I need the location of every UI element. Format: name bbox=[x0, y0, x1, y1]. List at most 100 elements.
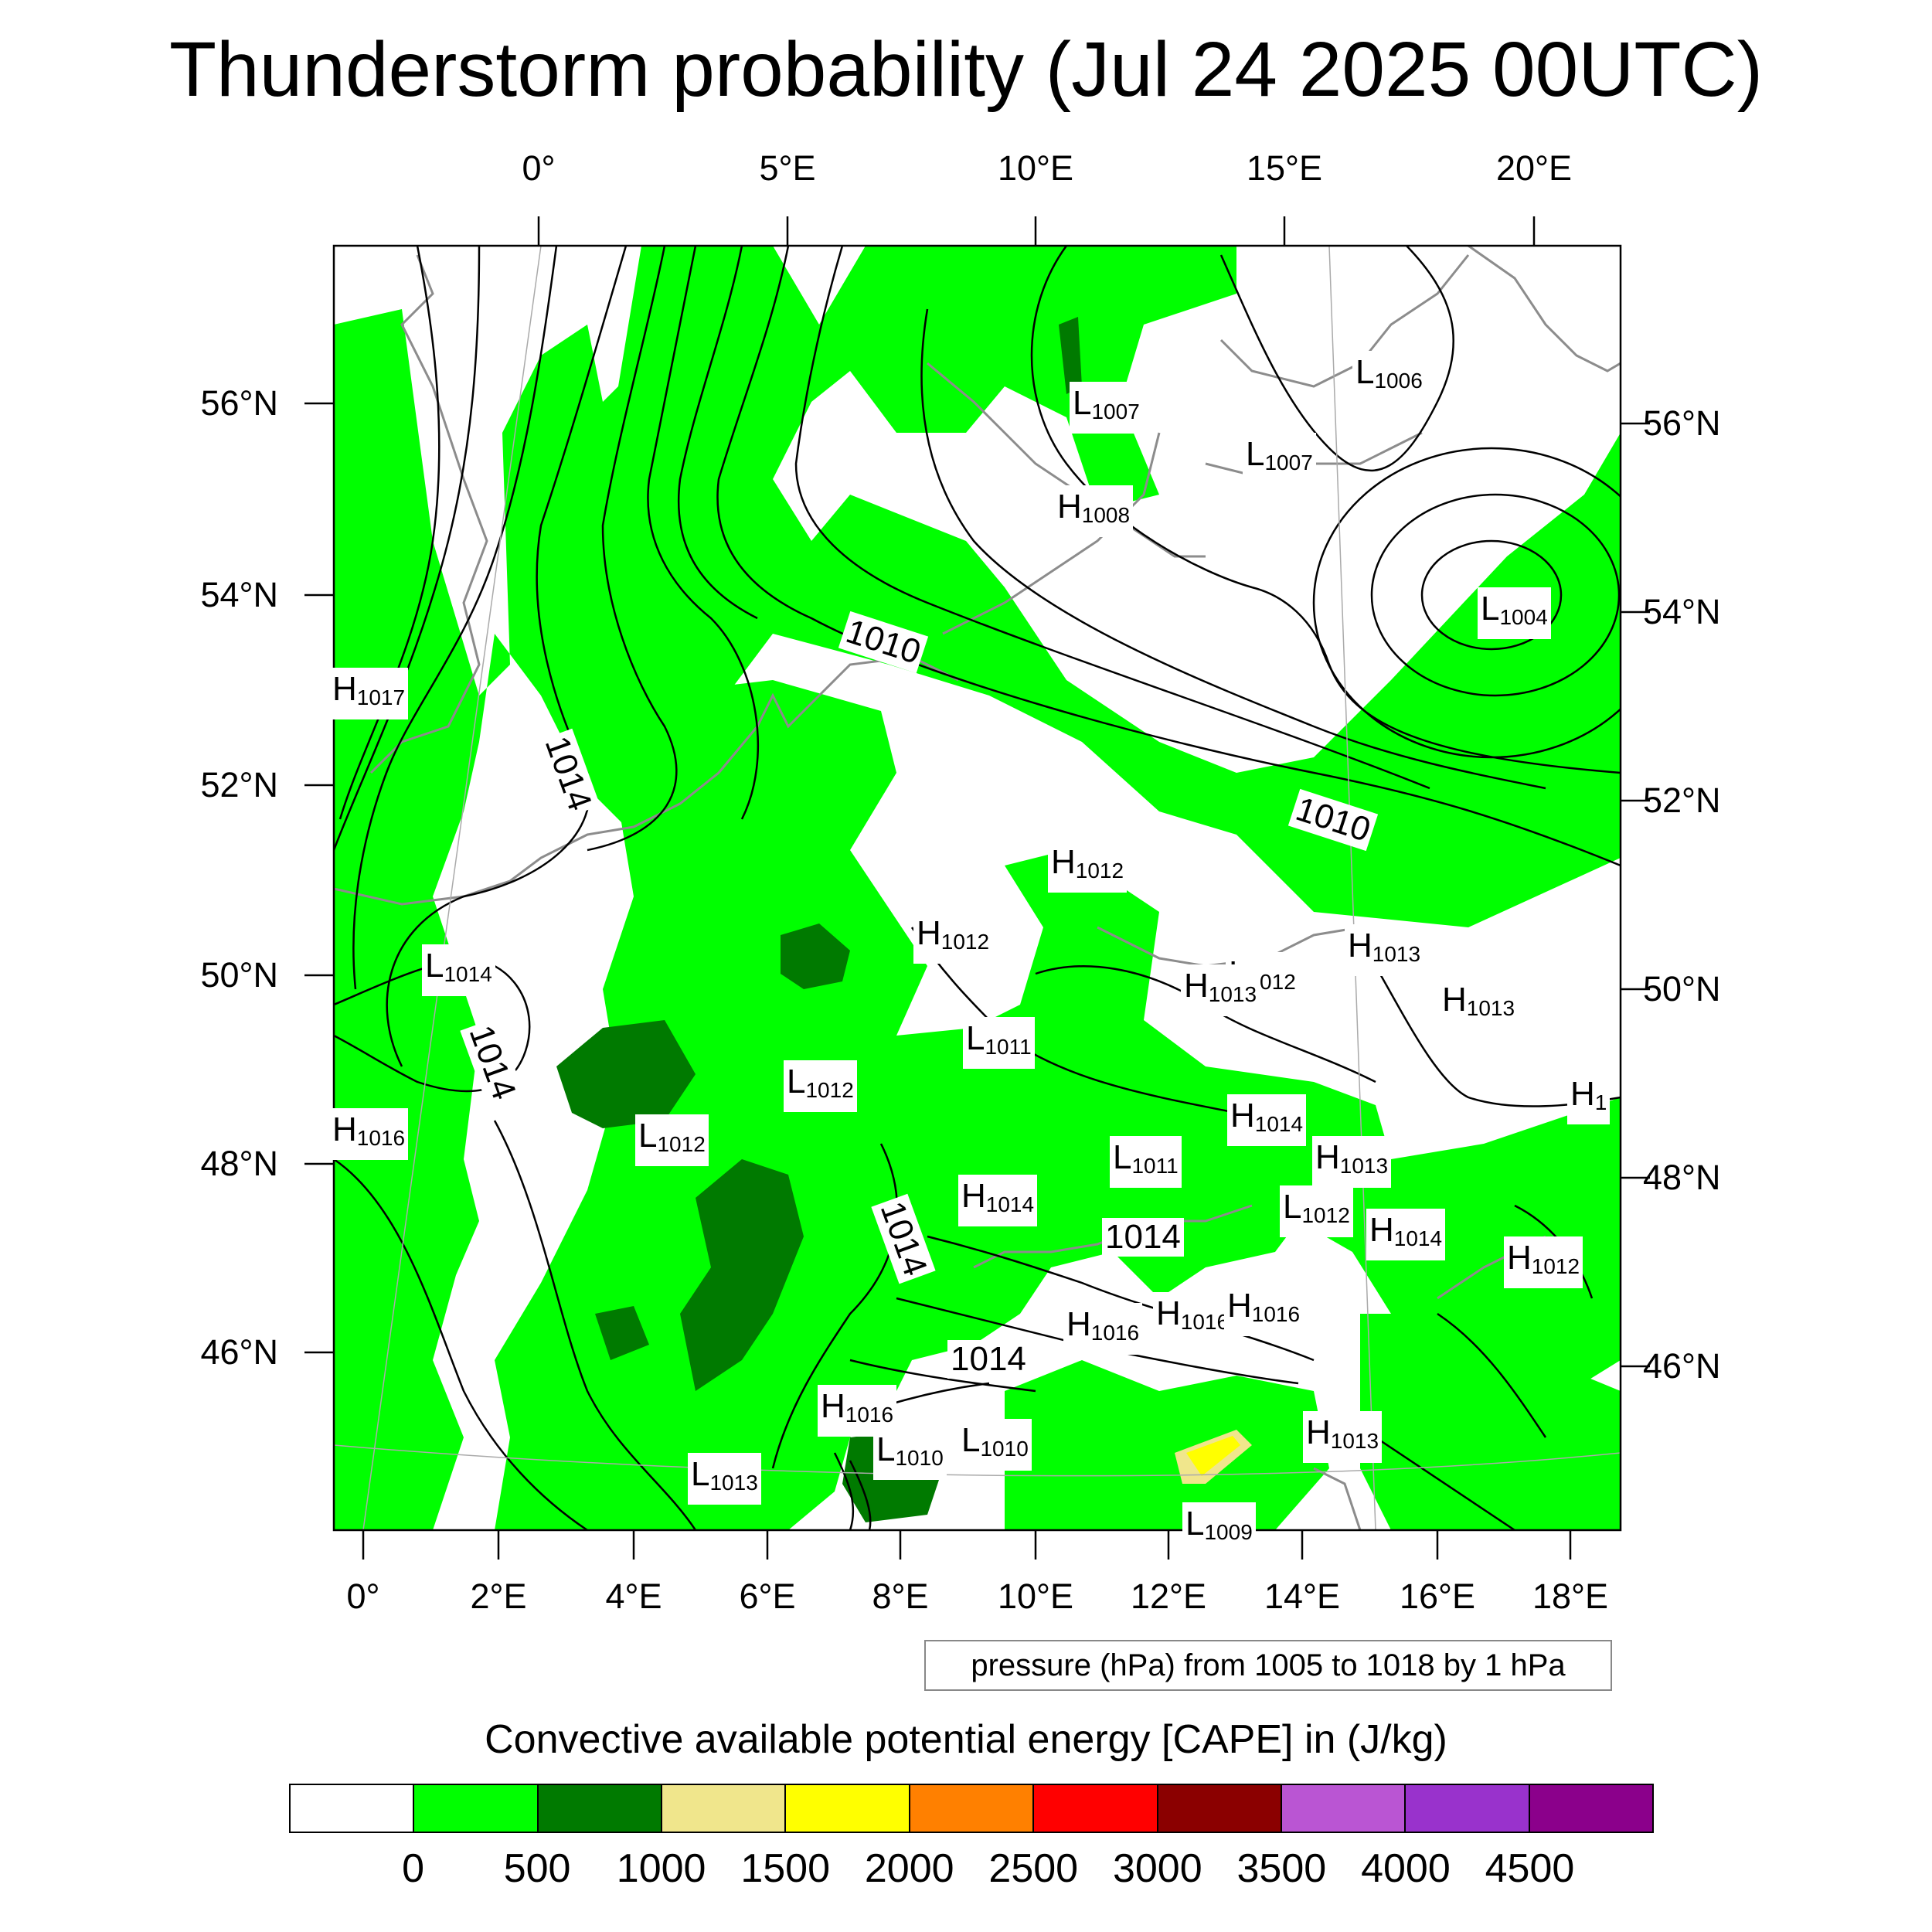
pressure-center-label: H1016 bbox=[1224, 1284, 1304, 1336]
graticule bbox=[334, 246, 1621, 1530]
bottom-lon-label: 10°E bbox=[997, 1577, 1074, 1616]
colorbar-segment bbox=[786, 1785, 910, 1832]
left-lat-label: 50°N bbox=[200, 955, 278, 995]
left-lat-label: 46°N bbox=[200, 1332, 278, 1372]
pressure-center-label: L1010 bbox=[958, 1419, 1032, 1471]
cape-500-1000-region bbox=[1059, 317, 1082, 394]
cape-500-1000-region bbox=[595, 1306, 649, 1360]
left-lat-label: 52°N bbox=[200, 765, 278, 804]
pressure-center-label: H1013 bbox=[1303, 1411, 1383, 1463]
cape-500-1000-region bbox=[680, 1159, 804, 1391]
bottom-lon-label: 6°E bbox=[739, 1577, 796, 1616]
cape-500-1000-region bbox=[556, 1020, 696, 1128]
bottom-lon-label: 16°E bbox=[1399, 1577, 1476, 1616]
isobar-label: 1014 bbox=[947, 1340, 1029, 1379]
pressure-center-label: L1011 bbox=[1110, 1136, 1182, 1188]
pressure-center-label: H1014 bbox=[958, 1175, 1038, 1226]
top-lon-label: 5°E bbox=[759, 148, 816, 188]
colorbar bbox=[289, 1784, 1654, 1833]
right-lat-label: 56°N bbox=[1643, 403, 1721, 443]
pressure-center-label: H1013 bbox=[1181, 964, 1260, 1016]
left-lat-label: 56°N bbox=[200, 383, 278, 423]
pressure-center-label: L1004 bbox=[1478, 587, 1551, 639]
colorbar-tick-label: 0 bbox=[402, 1846, 424, 1891]
bottom-lon-label: 2°E bbox=[470, 1577, 527, 1616]
pressure-center-label: L1006 bbox=[1352, 351, 1426, 403]
pressure-center-label: L1010 bbox=[873, 1428, 947, 1480]
colorbar-tick-label: 2000 bbox=[864, 1846, 954, 1891]
cape-500-1000-region bbox=[781, 923, 850, 989]
cape-field bbox=[334, 246, 1621, 1530]
bottom-lon-label: 8°E bbox=[872, 1577, 929, 1616]
colorbar-tick-label: 4500 bbox=[1485, 1846, 1575, 1891]
map-frame bbox=[332, 244, 1622, 1532]
colorbar-segment bbox=[910, 1785, 1035, 1832]
right-lat-label: 50°N bbox=[1643, 969, 1721, 1009]
pressure-center-label: L1014 bbox=[422, 944, 495, 996]
pressure-center-label: L1012 bbox=[635, 1114, 709, 1166]
pressure-center-label: H1 bbox=[1567, 1073, 1611, 1124]
left-lat-label: 54°N bbox=[200, 575, 278, 614]
cape-0-500-region bbox=[495, 680, 1621, 1530]
top-lon-label: 15°E bbox=[1246, 148, 1323, 188]
pressure-center-label: L1007 bbox=[1243, 433, 1316, 485]
bottom-lon-label: 12°E bbox=[1130, 1577, 1207, 1616]
colorbar-segment bbox=[1158, 1785, 1282, 1832]
pressure-center-label: H1014 bbox=[1227, 1094, 1307, 1146]
colorbar-tick-label: 3000 bbox=[1112, 1846, 1202, 1891]
pressure-center-label: H1016 bbox=[329, 1108, 409, 1160]
colorbar-segment bbox=[1406, 1785, 1530, 1832]
bottom-lon-label: 18°E bbox=[1532, 1577, 1609, 1616]
colorbar-tick-label: 2500 bbox=[988, 1846, 1079, 1891]
colorbar-segment bbox=[538, 1785, 663, 1832]
colorbar-tick-label: 500 bbox=[503, 1846, 571, 1891]
colorbar-segment bbox=[662, 1785, 787, 1832]
right-lat-label: 54°N bbox=[1643, 592, 1721, 631]
pressure-center-label: H1012 bbox=[913, 912, 993, 964]
pressure-center-label: H1012 bbox=[1048, 841, 1128, 893]
pressure-center-label: H1013 bbox=[1345, 924, 1424, 976]
pressure-center-label: H1014 bbox=[1366, 1209, 1446, 1260]
pressure-center-label: H1016 bbox=[818, 1385, 897, 1437]
pressure-center-label: H1013 bbox=[1439, 978, 1519, 1030]
bottom-lon-label: 14°E bbox=[1264, 1577, 1341, 1616]
cape-0-500-region bbox=[1360, 1314, 1621, 1530]
coastlines bbox=[334, 246, 1621, 1530]
right-lat-label: 48°N bbox=[1643, 1158, 1721, 1197]
top-lon-label: 10°E bbox=[997, 148, 1074, 188]
page-title: Thunderstorm probability (Jul 24 2025 00… bbox=[168, 26, 1764, 113]
colorbar-tick-label: 1500 bbox=[740, 1846, 831, 1891]
colorbar-segment bbox=[1034, 1785, 1158, 1832]
colorbar-segment bbox=[291, 1785, 415, 1832]
pressure-center-label: H1017 bbox=[329, 668, 409, 719]
pressure-center-label: L1012 bbox=[784, 1060, 857, 1112]
pressure-center-label: L1011 bbox=[963, 1017, 1035, 1069]
right-lat-label: 52°N bbox=[1643, 781, 1721, 820]
colorbar-tick-label: 4000 bbox=[1361, 1846, 1451, 1891]
colorbar-segment bbox=[1529, 1785, 1652, 1832]
pressure-center-label: H1016 bbox=[1153, 1292, 1233, 1344]
pressure-center-label: L1007 bbox=[1070, 382, 1143, 434]
top-lon-label: 0° bbox=[522, 148, 556, 188]
cape-0-500-region bbox=[1005, 1360, 1329, 1530]
colorbar-tick-label: 1000 bbox=[616, 1846, 706, 1891]
colorbar-segment bbox=[1281, 1785, 1406, 1832]
colorbar-title: Convective available potential energy [C… bbox=[485, 1717, 1447, 1762]
pressure-center-label: H1013 bbox=[1312, 1136, 1392, 1188]
pressure-center-label: L1012 bbox=[1280, 1185, 1353, 1237]
pressure-center-label: H1012 bbox=[1504, 1236, 1583, 1288]
colorbar-tick-label: 3500 bbox=[1236, 1846, 1327, 1891]
contour-info-box: pressure (hPa) from 1005 to 1018 by 1 hP… bbox=[924, 1640, 1612, 1691]
tick-marks bbox=[304, 216, 1650, 1560]
cape-2000-2500-region bbox=[1186, 1436, 1240, 1476]
colorbar-segment bbox=[414, 1785, 539, 1832]
pressure-center-label: L1013 bbox=[688, 1453, 761, 1505]
cape-0-500-region bbox=[334, 246, 1621, 1530]
top-lon-label: 20°E bbox=[1495, 148, 1573, 188]
isobar-label: 1014 bbox=[1102, 1218, 1184, 1257]
bottom-lon-label: 4°E bbox=[605, 1577, 662, 1616]
pressure-center-label: H1008 bbox=[1054, 485, 1134, 537]
pressure-center-label: H1016 bbox=[1063, 1303, 1143, 1355]
bottom-lon-label: 0° bbox=[346, 1577, 380, 1616]
